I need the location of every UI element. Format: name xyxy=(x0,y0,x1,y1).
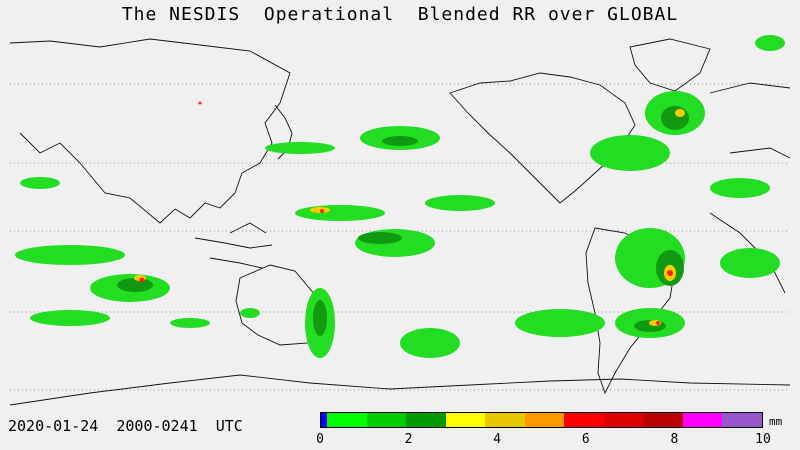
coastline-europe-africa xyxy=(709,82,790,294)
precip-cluster xyxy=(515,309,605,337)
precip-cluster xyxy=(313,300,327,336)
map-canvas xyxy=(10,35,790,406)
precip-light xyxy=(15,35,785,358)
legend-tick-label: 4 xyxy=(493,432,502,447)
precip-cluster xyxy=(656,321,660,325)
precip-cluster xyxy=(117,278,153,292)
legend-color-swatch xyxy=(406,413,446,427)
precipitation-map xyxy=(10,33,790,410)
legend-tick-label: 6 xyxy=(581,432,590,447)
legend-color-swatch xyxy=(564,413,604,427)
map-title: The NESDIS Operational Blended RR over G… xyxy=(121,4,679,25)
precip-cluster xyxy=(358,232,402,244)
precip-cluster xyxy=(265,142,335,154)
legend-tick-label: 2 xyxy=(404,432,413,447)
legend-color-swatch xyxy=(445,413,486,427)
legend-color-swatch xyxy=(321,413,327,427)
precip-cluster xyxy=(590,135,670,171)
precip-cluster xyxy=(400,328,460,358)
precip-cluster xyxy=(15,245,125,265)
precip-cluster xyxy=(661,106,689,130)
color-scale-legend xyxy=(320,412,763,428)
timestamp-label: 2020-01-24 2000-0241 UTC xyxy=(8,417,243,435)
precip-cluster xyxy=(382,136,418,146)
precip-cluster xyxy=(30,310,110,326)
coastline-maritime-se-asia xyxy=(194,222,273,269)
precip-cluster xyxy=(240,308,260,318)
legend-color-swatch xyxy=(524,413,565,427)
legend-color-swatch xyxy=(603,413,644,427)
precip-cluster xyxy=(295,205,385,221)
legend-color-swatch xyxy=(327,413,367,427)
precip-cluster xyxy=(710,178,770,198)
coastline-greenland xyxy=(629,38,711,92)
coastline-antarctica xyxy=(10,374,790,406)
legend-color-swatch xyxy=(722,413,763,427)
precip-cluster xyxy=(20,177,60,189)
legend-color-swatch xyxy=(366,413,407,427)
coastline-asia xyxy=(10,38,291,224)
precip-cluster xyxy=(755,35,785,51)
precip-cluster xyxy=(667,270,673,276)
precip-cluster xyxy=(170,318,210,328)
precip-cluster xyxy=(675,109,685,117)
precip-cluster xyxy=(198,101,202,105)
legend-color-swatch xyxy=(682,413,723,427)
legend-color-swatch xyxy=(485,413,525,427)
legend-unit: mm xyxy=(769,415,783,428)
legend-tick-label: 10 xyxy=(755,432,771,447)
precip-cluster xyxy=(320,209,324,213)
legend-tick-label: 0 xyxy=(316,432,324,447)
legend-tick-label: 8 xyxy=(670,432,679,447)
precip-cluster xyxy=(425,195,495,211)
precip-cluster xyxy=(310,207,330,213)
precip-intense xyxy=(139,101,673,325)
precip-cluster xyxy=(139,277,145,283)
precip-cluster xyxy=(720,248,780,278)
coastline-north-america xyxy=(449,72,636,204)
legend-ticks: 0 2 4 6 8 10 xyxy=(0,432,800,448)
legend-color-swatch xyxy=(643,413,683,427)
